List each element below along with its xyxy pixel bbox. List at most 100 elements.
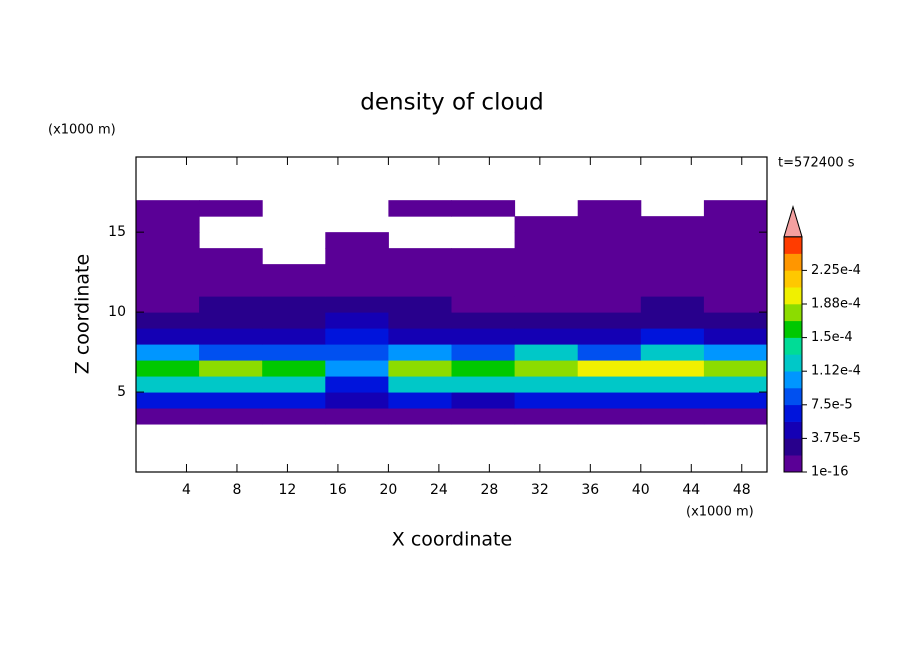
x-tick-label: 28 <box>480 482 498 498</box>
contour-cell <box>514 408 579 425</box>
contour-cell <box>703 392 767 409</box>
contour-cell <box>136 216 200 233</box>
contour-cell <box>325 296 389 313</box>
colorbar-tick-label: 1e-16 <box>811 465 849 480</box>
contour-cell <box>514 344 579 361</box>
contour-cell <box>388 344 452 361</box>
chart-title: density of cloud <box>360 90 543 116</box>
x-tick-label: 8 <box>232 482 241 498</box>
x-tick-label: 4 <box>182 482 191 498</box>
contour-cell <box>388 328 452 345</box>
contour-cell <box>703 232 767 249</box>
contour-cell <box>325 360 389 377</box>
contour-cell <box>199 344 263 361</box>
contour-cell <box>262 344 326 361</box>
contour-cell <box>640 328 705 345</box>
x-tick-label: 40 <box>632 482 650 498</box>
contour-cell <box>136 392 200 409</box>
contour-cell <box>703 312 767 329</box>
contour-cell <box>325 376 389 393</box>
contour-cell <box>388 280 452 297</box>
contour-cell <box>136 296 200 313</box>
colorbar-extension <box>783 205 803 238</box>
colorbar-tick-label: 7.5e-5 <box>811 397 853 412</box>
contour-cell <box>703 216 767 233</box>
contour-cell <box>199 200 263 217</box>
contour-field <box>136 200 767 425</box>
contour-cell <box>577 200 642 217</box>
contour-cell <box>640 264 705 281</box>
colorbar-band <box>784 438 802 456</box>
contour-cell <box>388 296 452 313</box>
contour-cell <box>640 216 705 233</box>
colorbar-tick-label: 1.88e-4 <box>811 297 861 312</box>
contour-cell <box>577 344 642 361</box>
contour-cell <box>577 296 642 313</box>
contour-cell <box>514 312 579 329</box>
colorbar-band <box>784 455 802 473</box>
contour-cell <box>514 296 579 313</box>
contour-cell <box>703 360 767 377</box>
contour-cell <box>199 328 263 345</box>
contour-cell <box>388 248 452 265</box>
contour-cell <box>388 408 452 425</box>
contour-cell <box>388 264 452 281</box>
contour-cell <box>577 328 642 345</box>
contour-cell <box>451 200 516 217</box>
contour-cell <box>703 280 767 297</box>
colorbar-tick-label: 2.25e-4 <box>811 263 861 278</box>
contour-cell <box>199 408 263 425</box>
contour-cell <box>325 248 389 265</box>
contour-cell <box>640 296 705 313</box>
colorbar-band <box>784 270 802 288</box>
contour-cell <box>577 264 642 281</box>
contour-cell <box>703 328 767 345</box>
time-annotation: t=572400 s <box>778 156 855 171</box>
contour-cell <box>136 408 200 425</box>
contour-cell <box>451 392 516 409</box>
colorbar-band <box>784 404 802 422</box>
contour-cell <box>577 248 642 265</box>
y-axis-title: Z coordinate <box>72 254 94 374</box>
contour-cell <box>577 392 642 409</box>
contour-cell <box>199 360 263 377</box>
contour-cell <box>514 280 579 297</box>
contour-cell <box>388 392 452 409</box>
contour-cell <box>451 312 516 329</box>
contour-cell <box>199 248 263 265</box>
x-tick-label: 24 <box>430 482 448 498</box>
contour-cell <box>325 408 389 425</box>
contour-cell <box>136 344 200 361</box>
x-tick-label: 16 <box>329 482 347 498</box>
contour-cell <box>514 232 579 249</box>
contour-cell <box>640 248 705 265</box>
contour-cell <box>136 312 200 329</box>
contour-cell <box>514 216 579 233</box>
contour-cell <box>199 312 263 329</box>
contour-cell <box>451 264 516 281</box>
colorbar-band <box>784 421 802 439</box>
contour-cell <box>262 296 326 313</box>
contour-cell <box>136 376 200 393</box>
colorbar-band <box>784 337 802 355</box>
contour-cell <box>388 200 452 217</box>
contour-cell <box>514 360 579 377</box>
contour-cell <box>640 312 705 329</box>
contour-cell <box>577 280 642 297</box>
contour-cell <box>388 360 452 377</box>
colorbar-tick-label: 1.5e-4 <box>811 330 853 345</box>
contour-cell <box>514 248 579 265</box>
contour-cell <box>640 360 705 377</box>
contour-cell <box>451 280 516 297</box>
contour-cell <box>703 296 767 313</box>
contour-cell <box>703 408 767 425</box>
x-tick-label: 36 <box>581 482 599 498</box>
contour-cell <box>514 328 579 345</box>
contour-cell <box>325 280 389 297</box>
contour-cell <box>703 200 767 217</box>
contour-cell <box>136 360 200 377</box>
x-tick-label: 20 <box>379 482 397 498</box>
colorbar-tick-label: 3.75e-5 <box>811 431 861 446</box>
x-axis-title: X coordinate <box>392 529 512 551</box>
